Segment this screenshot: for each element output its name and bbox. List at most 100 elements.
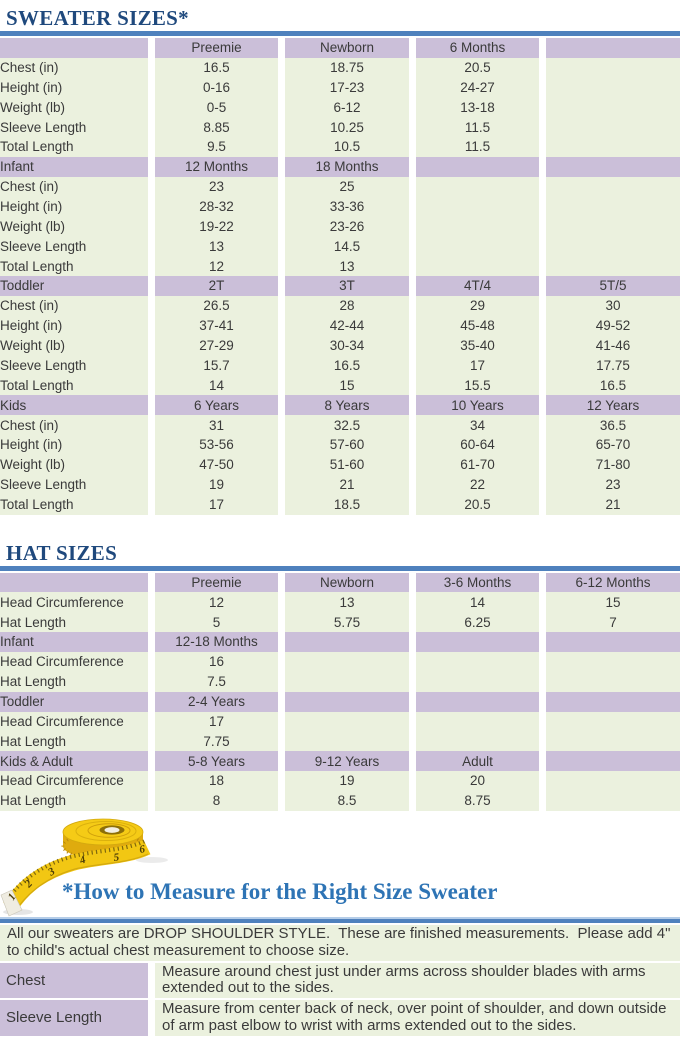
value-cell: 42-44 [285, 316, 416, 336]
size-header-cell: 3-6 Months [416, 572, 546, 593]
size-header-cell: 12 Years [546, 395, 680, 416]
value-cell [546, 771, 680, 792]
row-label-cell: Chest (in) [0, 296, 155, 317]
row-label-cell: Height (in) [0, 77, 155, 98]
value-cell: 33-36 [285, 196, 416, 217]
value-cell: 13 [285, 592, 416, 613]
value-cell: 13-18 [416, 97, 546, 118]
measure-row-sleeve-length: Sleeve Length Measure from center back o… [0, 1000, 680, 1036]
value-cell: 12 [155, 592, 285, 613]
value-cell: 28 [285, 296, 416, 317]
measure-instructions: All our sweaters are DROP SHOULDER STYLE… [0, 924, 680, 1036]
tape-number: 5 [113, 851, 120, 864]
section-label-cell: Infant [0, 157, 155, 178]
value-cell: 15 [285, 375, 416, 396]
value-cell: 19-22 [155, 216, 285, 237]
tape-end-tab [0, 889, 23, 917]
size-header-cell [285, 691, 416, 712]
size-header-cell: 12 Months [155, 157, 285, 178]
measure-row-label: Chest [0, 962, 148, 999]
size-header-cell: 5T/5 [546, 276, 680, 297]
table-row: Height (in) 28-32 33-36 [0, 196, 680, 217]
value-cell: 19 [285, 771, 416, 792]
row-label-cell: Hat Length [0, 612, 155, 633]
value-cell: 18.5 [285, 494, 416, 515]
value-cell: 27-29 [155, 335, 285, 356]
row-label-cell: Weight (lb) [0, 335, 155, 356]
value-cell [285, 731, 416, 752]
value-cell [546, 711, 680, 732]
value-cell: 17-23 [285, 77, 416, 98]
value-cell: 8 [155, 791, 285, 811]
value-cell [546, 652, 680, 672]
sweater-sizes-table: Preemie Newborn 6 Months Chest (in) 16.5 18.7… [0, 38, 680, 515]
size-header-cell: Newborn [285, 572, 416, 593]
value-cell: 45-48 [416, 316, 546, 336]
size-header-cell: 3T [285, 276, 416, 297]
value-cell: 60-64 [416, 435, 546, 456]
value-cell: 7.75 [155, 731, 285, 752]
size-header-cell [546, 751, 680, 772]
measure-title-rule [0, 916, 680, 923]
title-rule [0, 31, 680, 36]
table-row: Head Circumference 12 13 14 15 [0, 592, 680, 613]
value-cell: 25 [285, 177, 416, 197]
value-cell [416, 196, 546, 217]
value-cell: 0-5 [155, 97, 285, 118]
row-label-cell: Height (in) [0, 435, 155, 456]
tape-band: 1 2 3 4 5 6 [0, 839, 151, 917]
table-row: Sleeve Length 13 14.5 [0, 236, 680, 257]
value-cell: 17 [155, 711, 285, 732]
row-label-cell: Weight (lb) [0, 216, 155, 237]
row-label-cell: Head Circumference [0, 771, 155, 792]
size-header-cell: 2T [155, 276, 285, 297]
value-cell: 14 [416, 592, 546, 613]
value-cell: 49-52 [546, 316, 680, 336]
value-cell: 10.25 [285, 117, 416, 138]
value-cell: 12 [155, 256, 285, 277]
value-cell [546, 256, 680, 277]
table-row: Weight (lb) 27-29 30-34 35-40 41-46 [0, 335, 680, 356]
value-cell: 32.5 [285, 415, 416, 436]
value-cell: 30-34 [285, 335, 416, 356]
size-header-cell [416, 691, 546, 712]
value-cell: 53-56 [155, 435, 285, 456]
value-cell [416, 177, 546, 197]
section-header-row: Kids & Adult 5-8 Years 9-12 Years Adult [0, 751, 680, 772]
size-header-cell: Adult [416, 751, 546, 772]
table-row: Head Circumference 18 19 20 [0, 771, 680, 792]
tape-roll-top [62, 818, 144, 846]
value-cell: 19 [155, 474, 285, 495]
value-cell: 10.5 [285, 137, 416, 158]
table-row: Chest (in) 26.5 28 29 30 [0, 296, 680, 317]
value-cell [416, 671, 546, 692]
value-cell: 8.85 [155, 117, 285, 138]
value-cell [285, 711, 416, 732]
value-cell [546, 236, 680, 257]
size-header-cell: 6-12 Months [546, 572, 680, 593]
value-cell: 7.5 [155, 671, 285, 692]
row-label-cell: Sleeve Length [0, 236, 155, 257]
measuring-tape-image: 1 2 3 4 5 6 [0, 818, 168, 917]
section-header-row: Preemie Newborn 6 Months [0, 38, 680, 58]
row-label-cell: Weight (lb) [0, 455, 155, 475]
value-cell: 16.5 [155, 57, 285, 78]
table-row: Hat Length 8 8.5 8.75 [0, 791, 680, 811]
section-label-cell: Kids & Adult [0, 751, 155, 772]
value-cell: 6-12 [285, 97, 416, 118]
value-cell: 13 [155, 236, 285, 257]
row-label-cell: Hat Length [0, 671, 155, 692]
value-cell: 24-27 [416, 77, 546, 98]
size-header-cell [285, 632, 416, 653]
section-header-row: Kids 6 Years 8 Years 10 Years 12 Years [0, 395, 680, 416]
section-label-cell: Kids [0, 395, 155, 416]
value-cell: 8.5 [285, 791, 416, 811]
table-row: Sleeve Length 15.7 16.5 17 17.75 [0, 355, 680, 376]
row-label-cell: Sleeve Length [0, 117, 155, 138]
value-cell [416, 652, 546, 672]
value-cell [546, 791, 680, 811]
row-label-cell: Head Circumference [0, 592, 155, 613]
value-cell [416, 216, 546, 237]
value-cell [416, 236, 546, 257]
section-header-row: Preemie Newborn 3-6 Months 6-12 Months [0, 572, 680, 593]
